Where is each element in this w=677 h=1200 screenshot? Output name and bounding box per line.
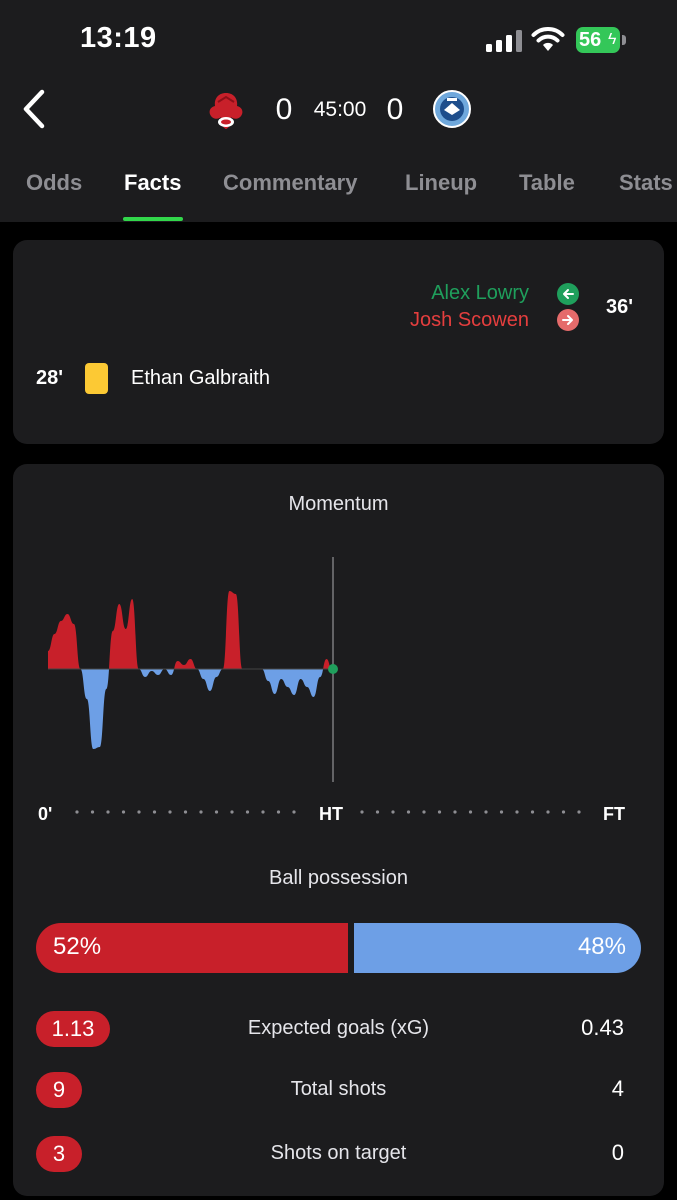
tab-bar: Odds Facts Commentary Lineup Table Stats (0, 160, 677, 222)
match-bar: 0 45:00 0 (0, 80, 677, 140)
tab-commentary[interactable]: Commentary (223, 170, 358, 195)
timeline-dot (276, 810, 281, 814)
timeline-dot (515, 810, 519, 814)
momentum-away-area (48, 669, 333, 749)
tab-stats[interactable]: Stats (619, 170, 673, 195)
timeline-dot (530, 810, 535, 814)
stat-away-value: 4 (611, 1076, 624, 1101)
possession-away-bar: 48% (354, 923, 641, 973)
possession-away-value: 48% (577, 933, 626, 960)
timeline-dot (90, 810, 95, 814)
timeline-dot (183, 810, 188, 814)
timeline-dot (561, 810, 566, 814)
timeline-dot (261, 810, 265, 814)
stat-home-value: 1.13 (36, 1011, 110, 1047)
stat-home-value: 3 (36, 1136, 82, 1172)
back-button[interactable] (14, 84, 54, 134)
substitution-player-out[interactable]: Josh Scowen (410, 309, 529, 331)
charging-bolt-icon: ϟ (608, 31, 617, 48)
timeline-end-label: FT (603, 804, 625, 824)
match-events-card: Alex Lowry Josh Scowen 36' 28' Ethan Gal… (13, 240, 664, 444)
timeline-dot (437, 810, 442, 814)
timeline-start-label: 0' (38, 804, 53, 824)
tab-table[interactable]: Table (519, 170, 575, 195)
home-team-crest-icon[interactable] (205, 90, 247, 132)
sub-out-arrow-icon (557, 309, 579, 331)
timeline-dot (406, 810, 411, 814)
timeline-dot (137, 810, 141, 814)
timeline-dot (245, 810, 250, 814)
yellow-card-minute: 28' (36, 367, 64, 389)
timeline-dot (577, 810, 581, 814)
timeline-half-label: HT (319, 804, 343, 824)
stat-row-xg: 1.13 Expected goals (xG) 0.43 (13, 1011, 664, 1051)
timeline-dot (484, 810, 488, 814)
match-clock: 45:00 (313, 98, 367, 121)
timeline-dot (360, 810, 364, 814)
possession-home-bar: 52% (36, 923, 348, 973)
timeline-dot (168, 810, 172, 814)
home-score: 0 (275, 93, 293, 126)
timeline-dot (391, 810, 395, 814)
momentum-chart (48, 557, 581, 814)
momentum-title: Momentum (288, 493, 389, 515)
battery-icon: 56 ϟ (576, 27, 626, 53)
possession-title: Ball possession (269, 867, 408, 889)
timeline-dot (468, 810, 473, 814)
timeline-dots (75, 810, 581, 814)
timeline-dot (106, 810, 110, 814)
current-time-dot (328, 664, 338, 674)
status-bar: 13:19 56 ϟ (0, 0, 677, 80)
substitution-minute: 36' (606, 296, 634, 318)
timeline-dot (152, 810, 157, 814)
stat-away-value: 0.43 (581, 1015, 624, 1040)
substitution-player-in[interactable]: Alex Lowry (431, 282, 529, 304)
cellular-signal-icon (486, 28, 522, 52)
stat-label: Total shots (290, 1078, 387, 1100)
timeline-dot (121, 810, 126, 814)
wifi-icon (531, 27, 565, 51)
timeline-dot (422, 810, 426, 814)
tab-lineup[interactable]: Lineup (405, 170, 478, 195)
away-score: 0 (386, 93, 404, 126)
stat-away-value: 0 (611, 1140, 624, 1165)
timeline-dot (230, 810, 234, 814)
timeline-dot (546, 810, 550, 814)
away-team-crest-icon[interactable] (432, 89, 472, 129)
stat-label: Shots on target (270, 1142, 407, 1164)
tab-facts[interactable]: Facts (124, 170, 182, 195)
timeline-dot (75, 810, 79, 814)
timeline-dot (292, 810, 296, 814)
timeline-dot (375, 810, 380, 814)
timeline-dot (199, 810, 203, 814)
active-tab-indicator (123, 217, 183, 221)
timeline-dot (499, 810, 504, 814)
battery-level: 56 (579, 29, 602, 51)
sub-in-arrow-icon (557, 283, 579, 305)
stat-row-shots-on-target: 3 Shots on target 0 (13, 1136, 664, 1176)
status-time: 13:19 (80, 22, 157, 54)
tab-odds[interactable]: Odds (26, 170, 83, 195)
stat-label: Expected goals (xG) (247, 1017, 430, 1039)
match-header: 13:19 56 ϟ 0 45 (0, 0, 677, 222)
stat-row-total-shots: 9 Total shots 4 (13, 1072, 664, 1112)
match-stats-card: Momentum 0' HT FT Ball possession 52% 48… (13, 464, 664, 1196)
timeline-dot (453, 810, 457, 814)
yellow-card-icon (85, 363, 108, 394)
momentum-home-area (48, 591, 333, 669)
yellow-card-player[interactable]: Ethan Galbraith (131, 367, 270, 389)
possession-home-value: 52% (53, 933, 102, 960)
chevron-left-icon (23, 89, 45, 129)
timeline-dot (214, 810, 219, 814)
stat-home-value: 9 (36, 1072, 82, 1108)
